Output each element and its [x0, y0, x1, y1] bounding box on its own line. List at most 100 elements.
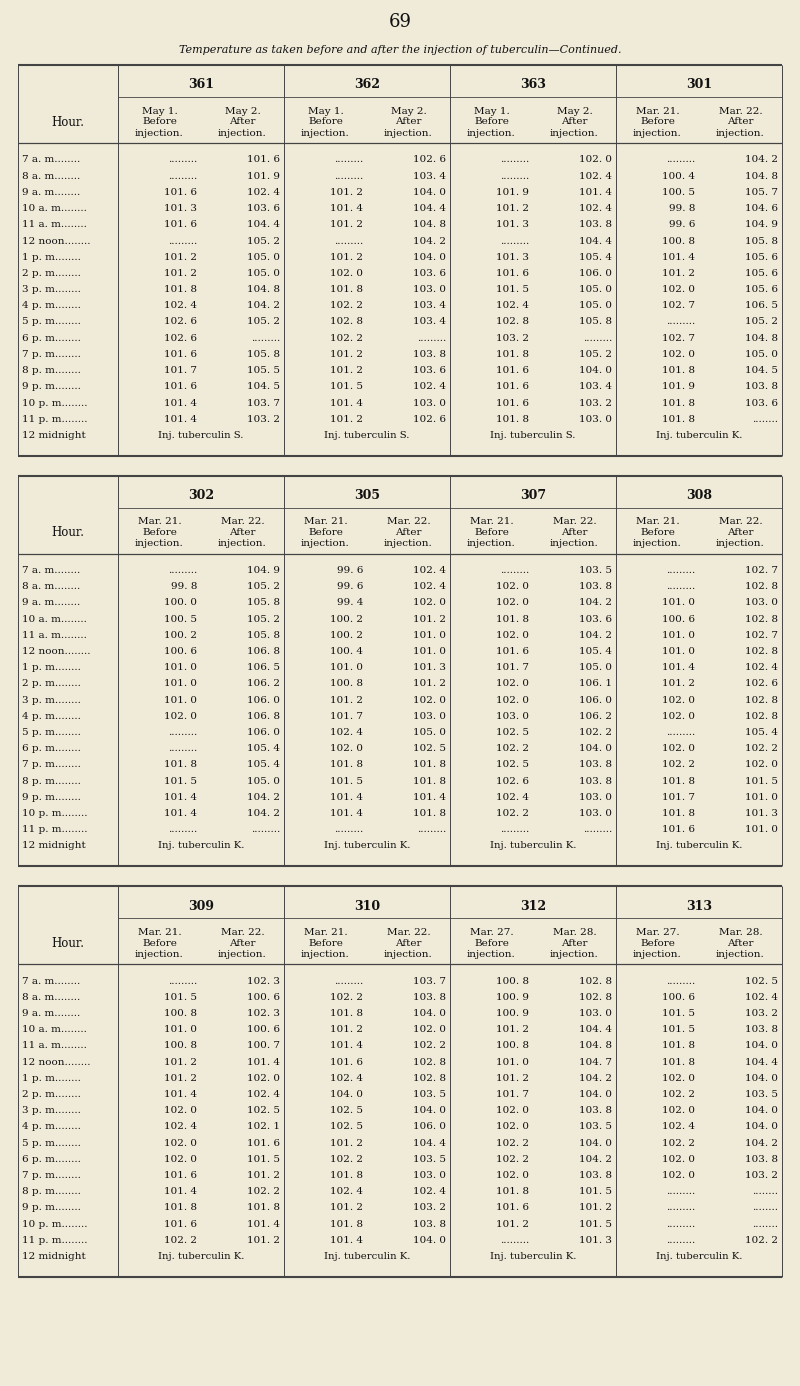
Text: 102. 0: 102. 0	[662, 744, 695, 754]
Text: 101. 5: 101. 5	[579, 1188, 612, 1196]
Text: 102. 8: 102. 8	[745, 615, 778, 624]
Text: 104. 4: 104. 4	[579, 237, 612, 245]
Text: 101. 2: 101. 2	[247, 1236, 280, 1245]
Text: 101. 8: 101. 8	[413, 761, 446, 769]
Text: 102. 3: 102. 3	[247, 977, 280, 985]
Text: 102. 3: 102. 3	[247, 1009, 280, 1019]
Text: 101. 8: 101. 8	[330, 1220, 363, 1229]
Text: After: After	[727, 118, 754, 126]
Text: 103. 8: 103. 8	[579, 1171, 612, 1179]
Text: 101. 0: 101. 0	[164, 696, 197, 704]
Text: injection.: injection.	[716, 539, 765, 547]
Text: Inj. tuberculin K.: Inj. tuberculin K.	[656, 431, 742, 439]
Text: 100. 2: 100. 2	[164, 631, 197, 640]
Text: Mar. 28.: Mar. 28.	[553, 927, 596, 937]
Text: 5 p. m........: 5 p. m........	[22, 728, 81, 737]
Text: .........: .........	[500, 172, 529, 180]
Text: 101. 2: 101. 2	[496, 1026, 529, 1034]
Text: 102. 0: 102. 0	[247, 1074, 280, 1082]
Text: 6 p. m........: 6 p. m........	[22, 1155, 81, 1164]
Text: 102. 0: 102. 0	[496, 679, 529, 689]
Text: .........: .........	[168, 172, 197, 180]
Text: 101. 6: 101. 6	[164, 349, 197, 359]
Text: 103. 7: 103. 7	[247, 399, 280, 407]
Text: 101. 5: 101. 5	[662, 1009, 695, 1019]
Text: 103. 0: 103. 0	[496, 712, 529, 721]
Text: 4 p. m........: 4 p. m........	[22, 301, 81, 310]
Text: 101. 2: 101. 2	[330, 696, 363, 704]
Text: 104. 2: 104. 2	[247, 793, 280, 802]
Text: injection.: injection.	[467, 949, 516, 959]
Text: Inj. tuberculin K.: Inj. tuberculin K.	[656, 1252, 742, 1261]
Text: 102. 5: 102. 5	[247, 1106, 280, 1116]
Text: 8 p. m........: 8 p. m........	[22, 1188, 81, 1196]
Text: 100. 2: 100. 2	[330, 615, 363, 624]
Text: 104. 2: 104. 2	[247, 809, 280, 818]
Text: 100. 6: 100. 6	[164, 647, 197, 656]
Text: 3 p. m........: 3 p. m........	[22, 286, 81, 294]
Text: injection.: injection.	[135, 949, 184, 959]
Text: 7 a. m........: 7 a. m........	[22, 977, 80, 985]
Text: 101. 4: 101. 4	[164, 809, 197, 818]
Text: 101. 8: 101. 8	[496, 349, 529, 359]
Text: 102. 4: 102. 4	[330, 1188, 363, 1196]
Text: 102. 8: 102. 8	[745, 712, 778, 721]
Text: 102. 4: 102. 4	[745, 992, 778, 1002]
Text: .........: .........	[334, 825, 363, 834]
Text: .........: .........	[666, 977, 695, 985]
Text: 102. 4: 102. 4	[247, 188, 280, 197]
Text: Mar. 22.: Mar. 22.	[718, 107, 762, 115]
Text: 102. 4: 102. 4	[496, 793, 529, 802]
Text: 105. 2: 105. 2	[579, 349, 612, 359]
Text: injection.: injection.	[135, 539, 184, 547]
Text: 100. 8: 100. 8	[496, 977, 529, 985]
Text: 104. 8: 104. 8	[413, 220, 446, 229]
Text: .........: .........	[168, 565, 197, 575]
Text: 102. 2: 102. 2	[579, 728, 612, 737]
Text: .........: .........	[168, 237, 197, 245]
Text: 102. 0: 102. 0	[662, 1106, 695, 1116]
Text: 104. 0: 104. 0	[579, 1139, 612, 1148]
Text: .........: .........	[666, 1236, 695, 1245]
Text: 101. 0: 101. 0	[164, 664, 197, 672]
Text: 100. 8: 100. 8	[164, 1009, 197, 1019]
Text: 105. 5: 105. 5	[247, 366, 280, 376]
Text: injection.: injection.	[301, 949, 350, 959]
Text: 101. 2: 101. 2	[330, 1026, 363, 1034]
Text: May 1.: May 1.	[308, 107, 343, 115]
Text: 103. 8: 103. 8	[413, 349, 446, 359]
Text: Inj. tuberculin K.: Inj. tuberculin K.	[656, 841, 742, 851]
Text: 101. 3: 101. 3	[164, 204, 197, 213]
Text: 100. 6: 100. 6	[247, 992, 280, 1002]
Text: 101. 2: 101. 2	[247, 1171, 280, 1179]
Text: 101. 3: 101. 3	[496, 252, 529, 262]
Text: After: After	[562, 938, 588, 948]
Text: injection.: injection.	[301, 539, 350, 547]
Text: 104. 4: 104. 4	[579, 1026, 612, 1034]
Text: injection.: injection.	[301, 129, 350, 137]
Text: 101. 2: 101. 2	[330, 188, 363, 197]
Text: 11 p. m........: 11 p. m........	[22, 414, 87, 424]
Text: 101. 8: 101. 8	[662, 776, 695, 786]
Text: 103. 8: 103. 8	[579, 582, 612, 592]
Text: ........: ........	[752, 1203, 778, 1213]
Text: 105. 2: 105. 2	[247, 582, 280, 592]
Text: 105. 2: 105. 2	[247, 615, 280, 624]
Text: 101. 2: 101. 2	[164, 269, 197, 279]
Text: 101. 8: 101. 8	[413, 809, 446, 818]
Text: 102. 4: 102. 4	[413, 383, 446, 391]
Text: 104. 0: 104. 0	[745, 1041, 778, 1051]
Text: 106. 5: 106. 5	[247, 664, 280, 672]
Text: .........: .........	[666, 582, 695, 592]
Text: 102. 0: 102. 0	[579, 155, 612, 165]
Text: 102. 7: 102. 7	[745, 631, 778, 640]
Text: 102. 0: 102. 0	[662, 712, 695, 721]
Text: 101. 2: 101. 2	[330, 1203, 363, 1213]
Text: Mar. 21.: Mar. 21.	[138, 517, 182, 527]
Text: 102. 2: 102. 2	[496, 1155, 529, 1164]
Text: 103. 5: 103. 5	[579, 565, 612, 575]
Text: 102. 2: 102. 2	[164, 1236, 197, 1245]
Text: 9 p. m........: 9 p. m........	[22, 383, 81, 391]
Text: 105. 2: 105. 2	[247, 237, 280, 245]
Text: 103. 0: 103. 0	[413, 399, 446, 407]
